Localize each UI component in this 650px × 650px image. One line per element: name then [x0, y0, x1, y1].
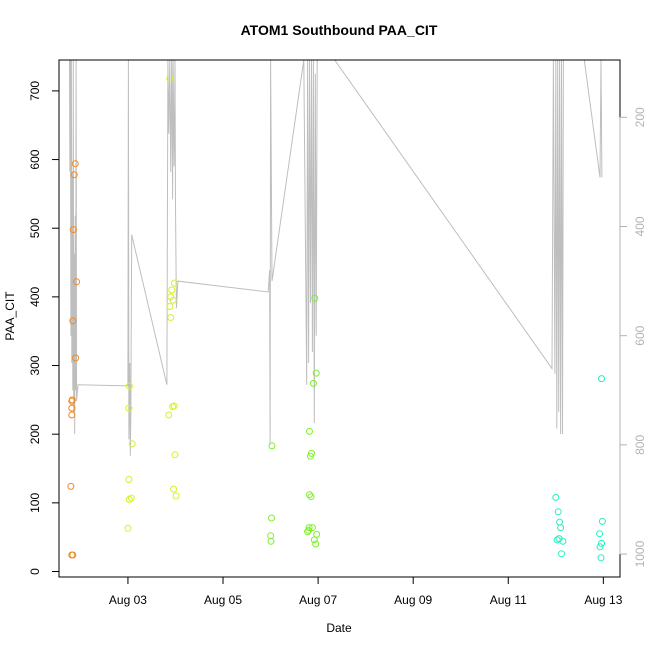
scatter-point — [554, 508, 562, 516]
x-tick-label: Aug 05 — [204, 593, 242, 607]
y-tick-label: 200 — [28, 424, 42, 444]
scatter-point — [73, 278, 81, 286]
scatter-point — [598, 517, 606, 525]
scatter-point — [308, 449, 315, 457]
scatter-points — [67, 75, 606, 562]
x-tick-label: Aug 11 — [490, 593, 527, 607]
scatter-point — [125, 382, 133, 390]
scatter-point — [70, 171, 78, 179]
scatter-point — [69, 317, 77, 325]
scatter-point — [306, 427, 313, 435]
y-tick-label: 100 — [28, 493, 42, 513]
scatter-point — [596, 543, 604, 551]
scatter-point — [166, 303, 174, 310]
right-y-tick-label: 800 — [633, 435, 647, 455]
x-tick-label: Aug 09 — [394, 593, 432, 607]
y-tick-label: 400 — [28, 287, 42, 307]
scatter-point — [307, 493, 315, 501]
scatter-point — [304, 528, 312, 536]
gray-line — [68, 59, 603, 456]
scatter-point — [171, 451, 179, 459]
scatter-point — [312, 540, 320, 548]
x-axis-label: Date — [326, 621, 352, 635]
chart-title: ATOM1 Southbound PAA_CIT — [241, 22, 438, 38]
y-tick-label: 300 — [28, 355, 42, 375]
y-tick-label: 0 — [28, 568, 42, 575]
plot-frame — [58, 59, 621, 578]
scatter-point — [268, 514, 275, 522]
scatter-point — [165, 411, 173, 419]
y-tick-label: 500 — [28, 218, 42, 238]
scatter-point — [125, 495, 133, 503]
right-y-tick-label: 200 — [633, 107, 647, 127]
right-y-tick-label: 400 — [633, 216, 647, 236]
scatter-point — [125, 404, 133, 412]
scatter-point — [67, 482, 75, 490]
right-y-axis: 200 400 600 800 1000 — [619, 107, 647, 567]
scatter-point — [312, 369, 320, 377]
scatter-point — [169, 296, 177, 304]
scatter-point — [124, 524, 132, 532]
scatter-point — [597, 554, 605, 562]
x-tick-label: Aug 03 — [109, 593, 147, 607]
x-tick-label: Aug 07 — [299, 593, 337, 607]
scatter-point — [72, 354, 80, 362]
y-tick-label: 700 — [28, 81, 42, 101]
right-y-tick-label: 600 — [633, 325, 647, 345]
scatter-point — [170, 402, 178, 410]
scatter-point — [166, 75, 174, 82]
scatter-point — [71, 160, 79, 168]
scatter-point — [552, 493, 560, 501]
scatter-point — [313, 530, 321, 538]
scatter-point — [168, 286, 176, 294]
scatter-point — [557, 524, 565, 532]
scatter-point — [556, 518, 564, 526]
scatter-point — [69, 551, 77, 559]
gray-line-series — [68, 59, 603, 456]
scatter-point — [128, 440, 136, 448]
scatter-point — [267, 537, 275, 545]
y-tick-label: 600 — [28, 149, 42, 169]
scatter-point — [69, 226, 77, 234]
x-axis: Aug 03 Aug 05 Aug 07 Aug 09 Aug 11 Aug 13 — [109, 576, 623, 607]
scatter-point — [311, 294, 319, 302]
scatter-point — [125, 476, 133, 483]
scatter-point — [268, 442, 276, 450]
scatter-point — [559, 537, 567, 545]
y-axis: 0 100 200 300 400 500 600 700 — [28, 81, 60, 575]
scatter-point — [308, 524, 316, 532]
scatter-point — [170, 485, 178, 493]
scatter-point — [167, 314, 175, 321]
scatter-point — [596, 530, 604, 538]
x-tick-label: Aug 13 — [584, 593, 622, 607]
scatter-point — [305, 524, 313, 532]
right-y-tick-label: 1000 — [633, 540, 647, 567]
scatter-point — [598, 539, 605, 547]
scatter-point — [68, 396, 76, 404]
scatter-point — [306, 491, 313, 499]
y-axis-label: PAA_CIT — [3, 291, 17, 341]
scatter-point — [558, 550, 565, 558]
scatter-point — [68, 404, 76, 412]
scatter-point — [309, 379, 317, 387]
scatter-point — [68, 411, 76, 419]
scatter-point — [171, 279, 178, 287]
scatter-point — [127, 494, 135, 502]
scatter-point — [172, 492, 180, 500]
scatter-point — [598, 375, 605, 383]
